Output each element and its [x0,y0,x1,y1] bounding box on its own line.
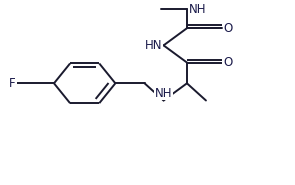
Text: NH: NH [155,87,172,100]
Text: O: O [224,56,233,69]
Text: O: O [224,22,233,35]
Text: F: F [9,77,16,90]
Text: NH: NH [189,3,206,16]
Text: HN: HN [145,39,162,52]
